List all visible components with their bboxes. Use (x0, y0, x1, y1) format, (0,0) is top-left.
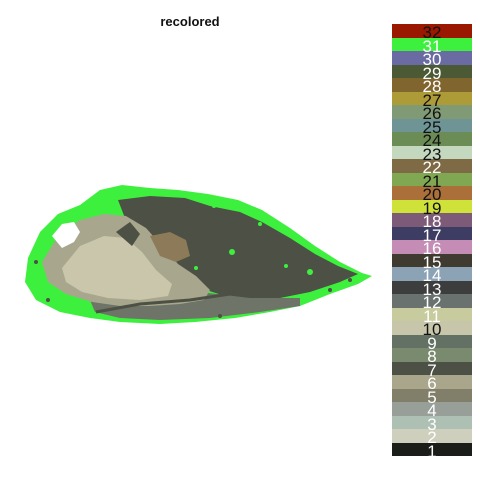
legend-swatch (392, 442, 472, 456)
legend-swatch (392, 294, 472, 308)
legend-swatch (392, 415, 472, 429)
specimen-speckles (38, 198, 313, 306)
legend-swatch (392, 307, 472, 321)
specimen-head-light (62, 236, 172, 300)
specimen-notch (52, 222, 80, 248)
legend-swatch (392, 388, 472, 402)
legend-swatch (392, 361, 472, 375)
legend-swatch (392, 402, 472, 416)
legend-swatch (392, 118, 472, 132)
plot-title: recolored (160, 14, 220, 29)
legend-swatch (392, 267, 472, 281)
legend-swatch (392, 253, 472, 267)
legend-swatch (392, 348, 472, 362)
legend-swatch (392, 91, 472, 105)
legend-swatch (392, 334, 472, 348)
legend-swatch (392, 24, 472, 38)
legend-swatch (392, 429, 472, 443)
legend-swatch (392, 64, 472, 78)
legend-swatch (392, 132, 472, 146)
legend-swatch (392, 51, 472, 65)
legend-swatch (392, 240, 472, 254)
legend-swatch (392, 186, 472, 200)
legend-swatch (392, 105, 472, 119)
legend-swatch (392, 159, 472, 173)
specimen-jaw-line (95, 288, 251, 314)
legend-swatch (392, 78, 472, 92)
legend-swatch (392, 375, 472, 389)
legend-swatch (392, 37, 472, 51)
color-legend: 32 31 30 29 28 27 26 25 24 23 22 21 20 19 18 17 16 15 14 13… (392, 24, 472, 459)
legend-swatch (392, 321, 472, 335)
specimen-brown-patch (150, 232, 190, 262)
specimen-dark-speckles (34, 260, 352, 318)
legend-swatch (392, 213, 472, 227)
legend-swatch (392, 172, 472, 186)
legend-swatch (392, 199, 472, 213)
legend-swatch (392, 145, 472, 159)
legend-swatch (392, 226, 472, 240)
legend-swatch (392, 280, 472, 294)
recolored-specimen-image (25, 185, 372, 324)
specimen-orbit (116, 222, 140, 246)
